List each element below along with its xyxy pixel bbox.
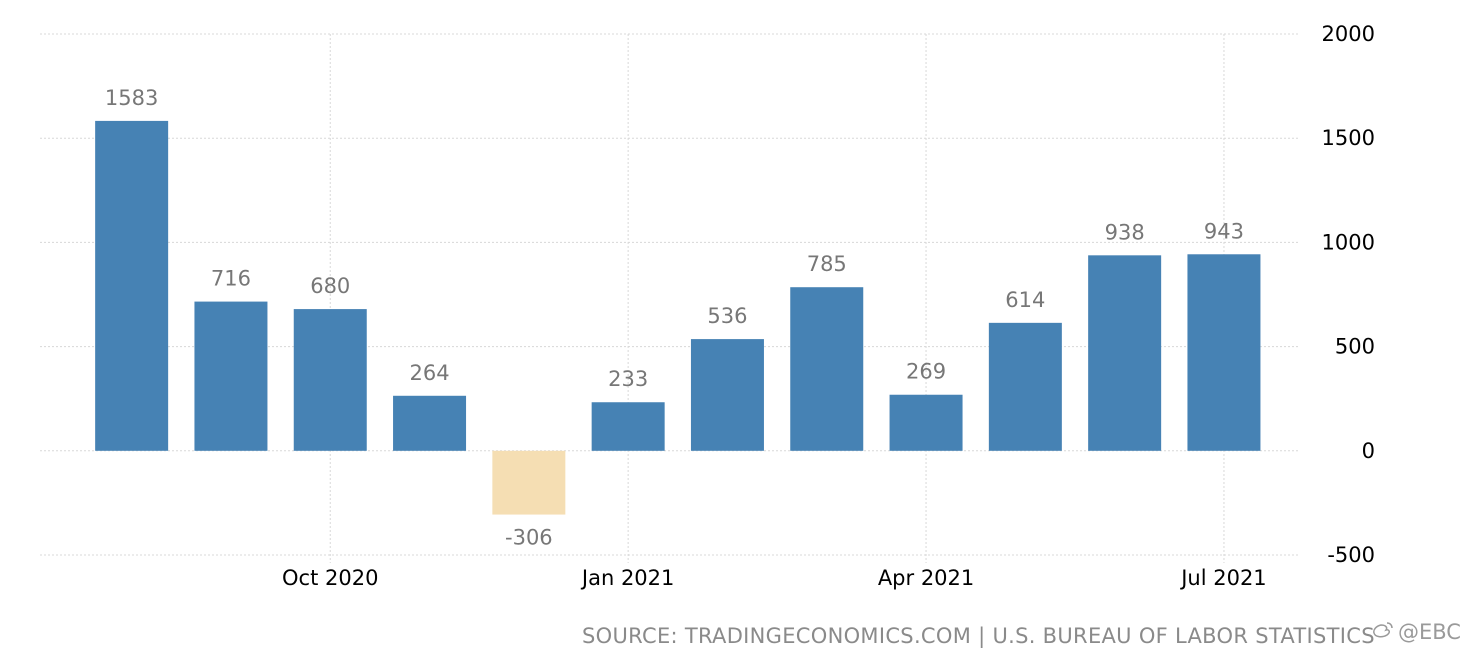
bar-nov-2020 — [393, 395, 467, 451]
bar-dec-2020 — [492, 450, 566, 515]
bar-aug-2020 — [95, 120, 169, 451]
data-label: 614 — [1005, 288, 1045, 312]
y-tick-label: 500 — [1335, 335, 1375, 359]
data-labels-group: 1583 716 680 264 -306 233 536 785 269 614 938 943 — [105, 86, 1244, 550]
bar-jan-2021 — [591, 402, 665, 451]
y-tick-label: 1500 — [1322, 126, 1375, 150]
data-label: 943 — [1204, 219, 1244, 243]
x-tick-label: Oct 2020 — [282, 566, 378, 590]
watermark: @EBC — [1372, 620, 1461, 644]
data-label: 716 — [211, 267, 251, 291]
data-label: 1583 — [105, 86, 158, 110]
y-tick-label: 0 — [1362, 439, 1375, 463]
source-caption: SOURCE: TRADINGECONOMICS.COM | U.S. BURE… — [582, 624, 1375, 648]
x-tick-label: Apr 2021 — [878, 566, 974, 590]
bar-may-2021 — [988, 322, 1062, 451]
y-tick-label: 1000 — [1322, 230, 1375, 254]
bar-apr-2021 — [889, 394, 963, 451]
data-label: 785 — [807, 252, 847, 276]
data-label: 938 — [1105, 220, 1145, 244]
data-label: 264 — [410, 361, 450, 385]
bar-oct-2020 — [293, 309, 367, 451]
y-tick-label: 2000 — [1322, 22, 1375, 46]
data-label: 536 — [707, 304, 747, 328]
bar-jun-2021 — [1088, 255, 1162, 451]
data-label: 233 — [608, 367, 648, 391]
data-label: -306 — [505, 526, 553, 550]
x-tick-label: Jan 2021 — [580, 566, 675, 590]
weibo-icon — [1372, 620, 1394, 644]
bar-feb-2021 — [690, 339, 764, 451]
data-label: 269 — [906, 360, 946, 384]
data-label: 680 — [310, 274, 350, 298]
bars-group — [95, 120, 1261, 515]
watermark-text: @EBC — [1398, 620, 1461, 644]
bar-sep-2020 — [194, 301, 268, 451]
bar-jul-2021 — [1187, 254, 1261, 451]
x-axis-ticks: Oct 2020 Jan 2021 Apr 2021 Jul 2021 — [282, 566, 1267, 590]
y-axis-ticks: 2000 1500 1000 500 0 -500 — [1322, 22, 1375, 567]
y-tick-label: -500 — [1327, 543, 1375, 567]
x-tick-label: Jul 2021 — [1179, 566, 1266, 590]
bar-mar-2021 — [790, 287, 864, 451]
